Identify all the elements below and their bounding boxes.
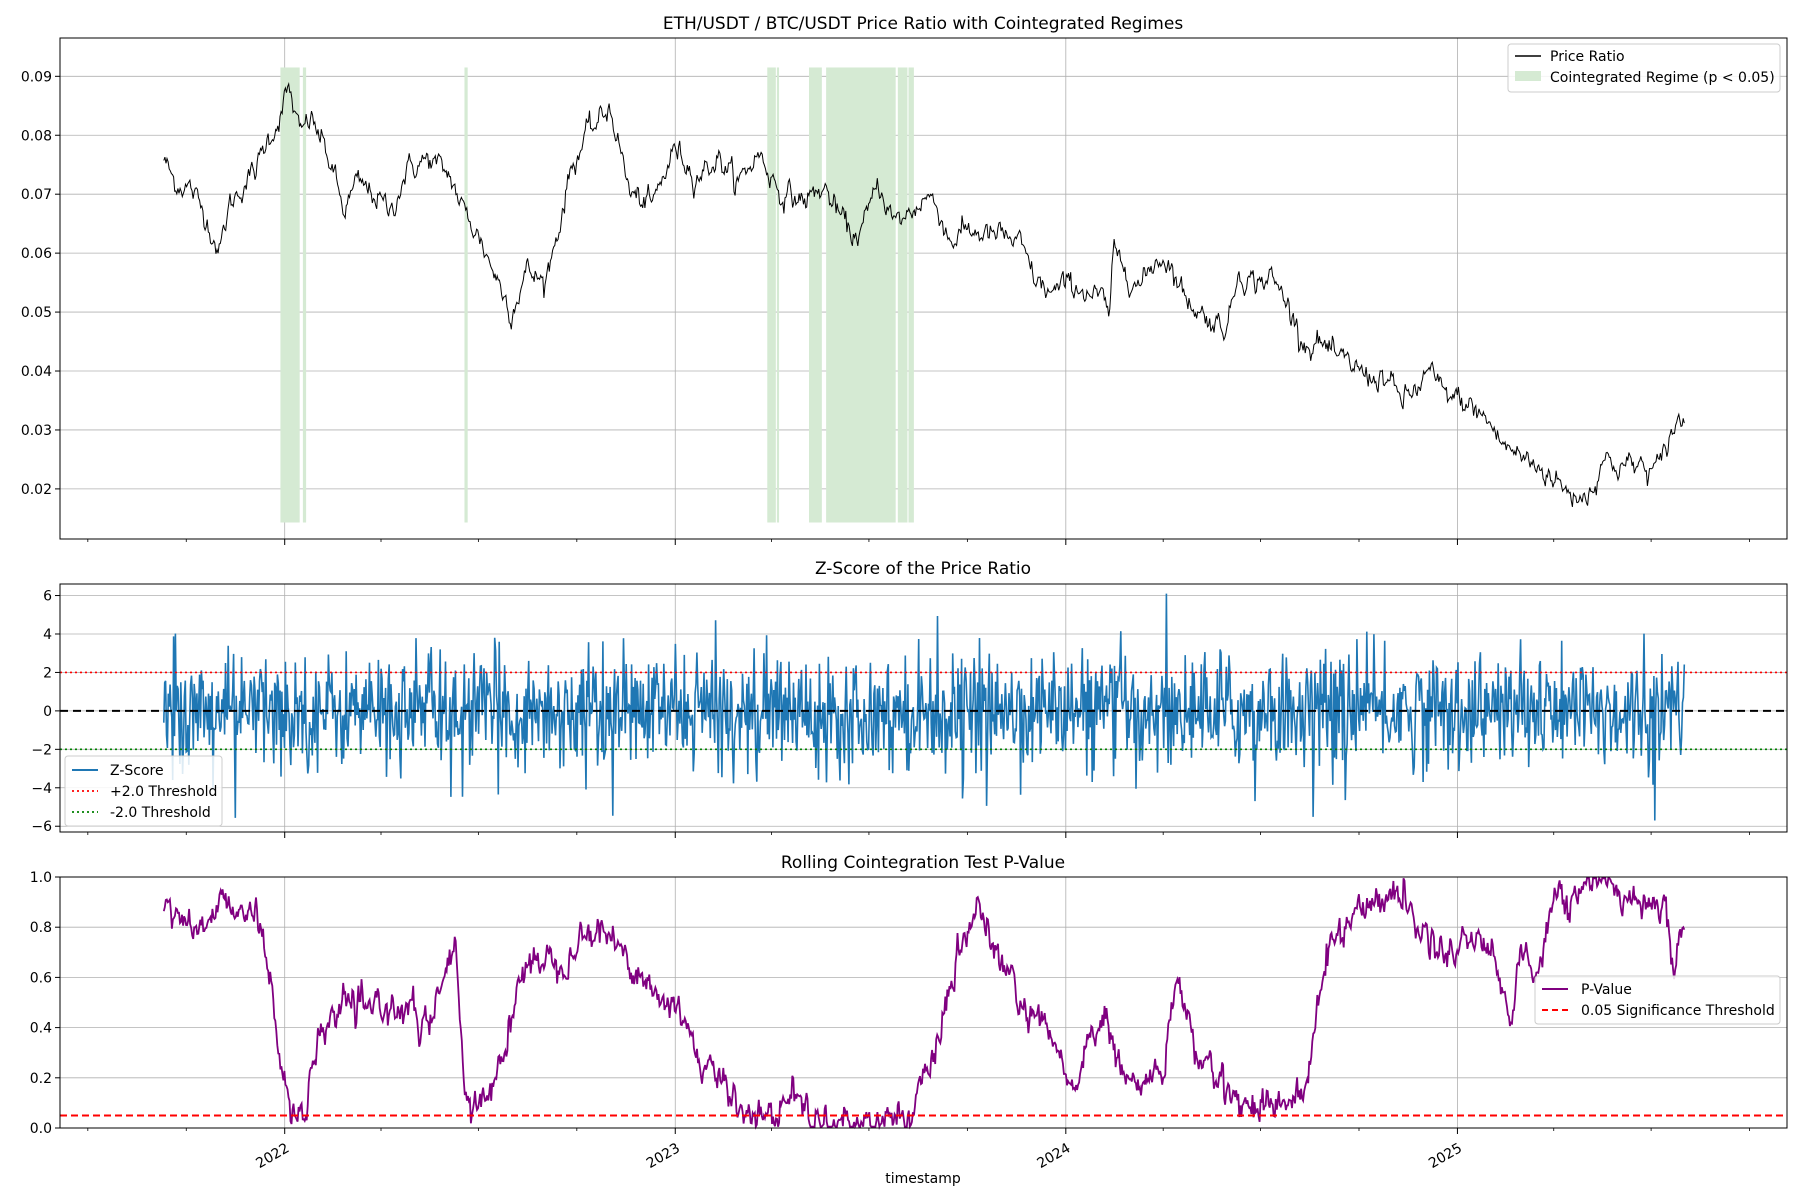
pvalue-y-ticks: 0.0 0.2 0.4 0.6 0.8 1.0 bbox=[30, 870, 60, 1137]
price-ratio-line bbox=[163, 82, 1685, 507]
regime-span bbox=[826, 67, 896, 523]
legend-label-significance: 0.05 Significance Threshold bbox=[1581, 1003, 1775, 1019]
y-tick-label: 0 bbox=[43, 704, 52, 720]
y-tick-label: −4 bbox=[31, 781, 52, 797]
y-tick-label: 0.6 bbox=[30, 970, 52, 986]
regime-span bbox=[464, 67, 468, 523]
zscore-title: Z-Score of the Price Ratio bbox=[815, 559, 1031, 579]
pvalue-line bbox=[162, 876, 1686, 1131]
y-tick-label: 1.0 bbox=[30, 870, 52, 886]
zscore-legend: Z-Score +2.0 Threshold -2.0 Threshold bbox=[64, 755, 223, 827]
y-tick-label: 0.0 bbox=[30, 1121, 52, 1137]
regime-span bbox=[776, 67, 780, 523]
y-tick-label: 0.09 bbox=[21, 69, 52, 85]
regime-span bbox=[280, 67, 300, 523]
legend-label-price-ratio: Price Ratio bbox=[1550, 49, 1625, 65]
legend-label-upper-threshold: +2.0 Threshold bbox=[110, 784, 217, 800]
price-ratio-frame bbox=[59, 37, 1788, 540]
y-tick-label: 6 bbox=[43, 589, 52, 605]
regime-span bbox=[767, 67, 776, 523]
y-tick-label: 0.08 bbox=[21, 128, 52, 144]
regime-span bbox=[908, 67, 914, 523]
legend-box bbox=[1534, 975, 1781, 1025]
regime-span bbox=[302, 67, 307, 523]
y-tick-label: 0.4 bbox=[30, 1021, 52, 1037]
y-tick-label: 4 bbox=[43, 627, 52, 643]
legend-box bbox=[64, 755, 223, 827]
legend-swatch-regime bbox=[1515, 71, 1541, 81]
y-tick-label: −6 bbox=[31, 819, 52, 835]
y-tick-label: 0.8 bbox=[30, 920, 52, 936]
legend-box bbox=[1507, 43, 1781, 93]
price-ratio-panel: ETH/USDT / BTC/USDT Price Ratio with Coi… bbox=[21, 14, 1788, 545]
y-tick-label: 2 bbox=[43, 665, 52, 681]
y-tick-label: 0.2 bbox=[30, 1071, 52, 1087]
pvalue-legend: P-Value 0.05 Significance Threshold bbox=[1534, 975, 1781, 1025]
y-tick-label: 0.03 bbox=[21, 423, 52, 439]
zscore-line bbox=[163, 593, 1686, 821]
pvalue-title: Rolling Cointegration Test P-Value bbox=[781, 853, 1065, 873]
y-tick-label: 0.02 bbox=[21, 482, 52, 498]
zscore-panel: Z-Score of the Price Ratio −6 −4 −2 0 2 4 6 Z-… bbox=[31, 559, 1788, 838]
price-ratio-series bbox=[163, 82, 1685, 507]
regime-span bbox=[809, 67, 822, 523]
regime-span bbox=[897, 67, 908, 523]
pvalue-frame bbox=[59, 876, 1788, 1129]
x-axis-label: timestamp bbox=[885, 1171, 961, 1187]
y-tick-label: 0.06 bbox=[21, 246, 52, 262]
legend-label-pvalue: P-Value bbox=[1581, 982, 1632, 998]
price-ratio-title: ETH/USDT / BTC/USDT Price Ratio with Coi… bbox=[663, 14, 1183, 34]
y-tick-label: 0.07 bbox=[21, 187, 52, 203]
y-tick-label: 0.04 bbox=[21, 364, 52, 380]
price-ratio-legend: Price Ratio Cointegrated Regime (p < 0.0… bbox=[1507, 43, 1781, 93]
pvalue-series bbox=[60, 876, 1787, 1131]
y-tick-label: −2 bbox=[31, 742, 52, 758]
legend-label-lower-threshold: -2.0 Threshold bbox=[110, 805, 211, 821]
zscore-series bbox=[60, 593, 1787, 821]
legend-label-regime: Cointegrated Regime (p < 0.05) bbox=[1550, 70, 1775, 86]
legend-label-zscore: Z-Score bbox=[110, 763, 164, 779]
cointegrated-regimes bbox=[280, 67, 914, 523]
zscore-frame bbox=[59, 583, 1788, 833]
price-ratio-y-ticks: 0.02 0.03 0.04 0.05 0.06 0.07 0.08 0.09 bbox=[21, 69, 60, 498]
zscore-y-ticks: −6 −4 −2 0 2 4 6 bbox=[31, 589, 60, 835]
y-tick-label: 0.05 bbox=[21, 305, 52, 321]
